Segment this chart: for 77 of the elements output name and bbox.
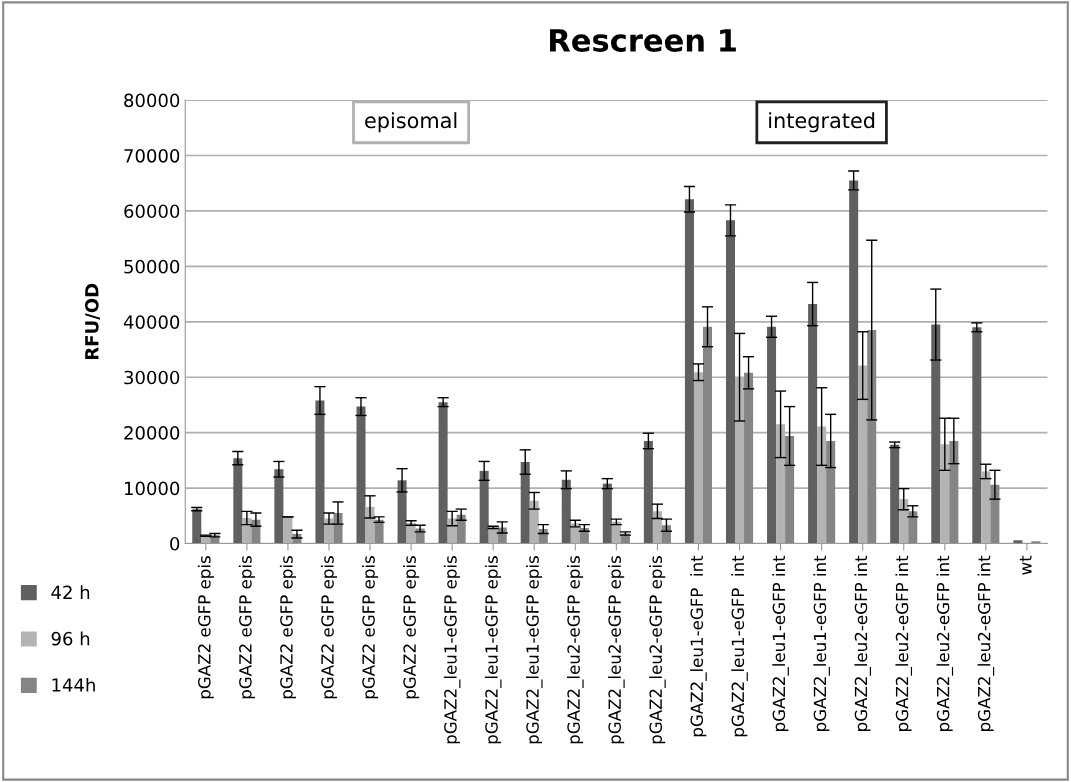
y-tick-label: 30000 xyxy=(124,370,180,385)
bar xyxy=(908,511,918,544)
bar xyxy=(940,444,950,544)
x-tick-label: pGAZ2_leu2-eGFP int xyxy=(936,555,954,731)
x-tick-label: pGAZ2_leu1-eGFP epis xyxy=(443,556,461,744)
bar xyxy=(652,511,662,544)
bar xyxy=(356,406,366,544)
bar xyxy=(744,372,754,544)
bar xyxy=(374,519,384,544)
chart-title: Rescreen 1 xyxy=(550,29,736,52)
x-tick-label: pGAZ2 eGFP epis xyxy=(279,556,296,699)
bar xyxy=(684,199,694,544)
bar xyxy=(479,470,489,544)
x-tick-label: pGAZ2 eGFP epis xyxy=(403,556,420,699)
bar xyxy=(233,458,243,544)
x-tick-label: pGAZ2_leu1-eGFP int xyxy=(690,555,707,737)
bar xyxy=(849,180,859,544)
bar xyxy=(1013,540,1023,544)
x-tick-label: pGAZ2_leu1-eGFP int xyxy=(731,555,748,737)
bar xyxy=(972,327,982,544)
x-tick-label: pGAZ2 eGFP epis xyxy=(320,556,338,699)
bar xyxy=(192,509,202,544)
legend-label: 96 h xyxy=(51,631,90,646)
bar xyxy=(725,220,736,544)
x-tick-label: pGAZ2_leu2-eGFP int xyxy=(854,555,871,731)
bar xyxy=(899,499,909,544)
bar xyxy=(981,471,991,544)
bar xyxy=(602,483,612,544)
x-tick-label: pGAZ2 eGFP epis xyxy=(197,556,214,699)
bar xyxy=(1031,541,1041,544)
bar xyxy=(438,402,448,544)
bar xyxy=(643,440,653,544)
bar xyxy=(702,326,713,544)
y-tick-label: 80000 xyxy=(124,93,180,108)
x-tick-label: pGAZ2_leu2-eGFP int xyxy=(977,555,995,731)
y-tick-label: 60000 xyxy=(124,204,180,219)
bar xyxy=(785,435,795,544)
bar xyxy=(274,469,284,544)
x-tick-label: pGAZ2_leu2-eGFP epis xyxy=(608,556,625,744)
bar xyxy=(858,365,868,544)
bar xyxy=(949,440,959,544)
bar xyxy=(283,516,293,544)
y-tick-label: 70000 xyxy=(124,148,180,163)
y-tick-label: 10000 xyxy=(124,481,180,496)
legend-label: 42 h xyxy=(51,585,90,599)
bar xyxy=(890,444,900,544)
bar xyxy=(990,484,1000,544)
x-tick-label: pGAZ2_leu2-eGFP epis xyxy=(567,556,584,744)
x-tick-label: wt xyxy=(1019,555,1032,575)
bar xyxy=(931,324,941,544)
bar xyxy=(488,527,498,544)
y-tick-label: 40000 xyxy=(123,315,180,329)
x-tick-label: pGAZ2_leu1-eGFP int xyxy=(813,555,830,731)
bar xyxy=(397,480,407,544)
bar xyxy=(867,330,877,544)
annotation: episomal xyxy=(365,112,457,133)
bar xyxy=(808,304,818,544)
x-tick-label: pGAZ2_leu1-eGFP epis xyxy=(484,556,502,744)
y-tick-label: 20000 xyxy=(124,426,180,440)
y-tick-label: 50000 xyxy=(124,259,180,274)
x-tick-label: pGAZ2_leu1-eGFP epis xyxy=(525,556,543,744)
y-tick-label: 0 xyxy=(170,536,180,551)
bar xyxy=(826,440,836,544)
bar xyxy=(561,479,571,544)
y-axis-title: RFU/OD xyxy=(84,283,101,360)
x-tick-label: pGAZ2_leu1-eGFP int xyxy=(772,555,789,731)
bar xyxy=(529,500,539,544)
annotation: integrated xyxy=(769,112,875,133)
x-tick-label: pGAZ2 eGFP epis xyxy=(361,556,379,699)
x-tick-label: pGAZ2_leu2-eGFP epis xyxy=(649,556,666,744)
x-tick-label: pGAZ2_leu2-eGFP int xyxy=(895,555,913,731)
bar xyxy=(693,372,703,544)
legend-label: 144h xyxy=(52,677,95,692)
bar xyxy=(520,462,530,544)
bar xyxy=(767,326,777,544)
x-tick-label: pGAZ2 eGFP epis xyxy=(238,556,255,699)
bar xyxy=(315,400,325,544)
